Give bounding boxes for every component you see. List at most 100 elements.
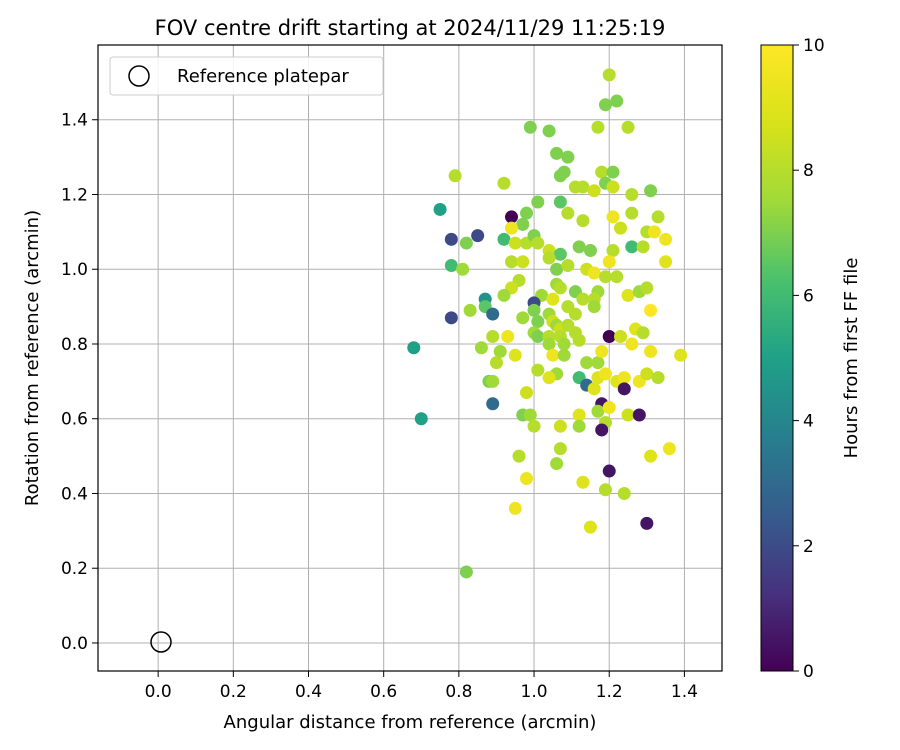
colorbar-tick-label: 10: [803, 36, 825, 56]
data-point: [504, 210, 518, 224]
y-tick-label: 1.0: [61, 260, 88, 280]
x-axis-label: Angular distance from reference (arcmin): [224, 712, 597, 733]
data-point: [602, 68, 616, 82]
data-point: [459, 565, 473, 579]
data-point: [542, 251, 556, 265]
data-point: [614, 221, 628, 235]
data-point: [595, 165, 609, 179]
data-point: [625, 337, 639, 351]
y-tick-label: 0.4: [61, 484, 88, 504]
data-point: [651, 371, 665, 385]
colorbar: 0 2 4 6 8 10 Hours from first FF file: [760, 36, 862, 682]
data-point: [587, 300, 601, 314]
data-point: [625, 206, 639, 220]
y-axis-ticks: 0.0 0.2 0.4 0.6 0.8 1.0 1.2 1.4: [61, 111, 98, 654]
data-point: [553, 195, 567, 209]
data-point: [595, 423, 609, 437]
data-point: [591, 120, 605, 134]
data-point: [644, 184, 658, 198]
data-point: [444, 311, 458, 325]
data-point: [674, 348, 688, 362]
data-point: [553, 281, 567, 295]
data-point: [625, 240, 639, 254]
data-point: [508, 348, 522, 362]
x-tick-label: 0.6: [370, 682, 397, 702]
data-point: [583, 520, 597, 534]
data-point: [459, 236, 473, 250]
data-point: [576, 180, 590, 194]
data-point: [542, 371, 556, 385]
data-point: [486, 307, 500, 321]
data-point: [632, 408, 646, 422]
data-point: [474, 341, 488, 355]
chart-title: FOV centre drift starting at 2024/11/29 …: [155, 16, 666, 40]
colorbar-tick-label: 8: [803, 161, 814, 181]
data-point: [636, 326, 650, 340]
data-point: [662, 442, 676, 456]
data-point: [516, 217, 530, 231]
data-point: [531, 315, 545, 329]
x-tick-label: 0.8: [445, 682, 472, 702]
data-point: [553, 247, 567, 261]
data-point: [433, 202, 447, 216]
data-point: [644, 344, 658, 358]
data-point: [614, 330, 628, 344]
data-point: [550, 262, 564, 276]
data-point: [527, 419, 541, 433]
data-point: [602, 255, 616, 269]
x-tick-label: 1.4: [671, 682, 698, 702]
data-point: [553, 442, 567, 456]
data-point: [606, 210, 620, 224]
data-point: [644, 303, 658, 317]
data-points: [407, 68, 688, 579]
data-point: [553, 169, 567, 183]
data-point: [553, 419, 567, 433]
grid-lines: [98, 45, 722, 671]
data-point: [561, 150, 575, 164]
data-point: [580, 356, 594, 370]
data-point: [659, 255, 673, 269]
data-point: [598, 270, 612, 284]
data-point: [456, 262, 470, 276]
data-point: [583, 244, 597, 258]
x-tick-label: 1.0: [521, 682, 548, 702]
data-point: [587, 266, 601, 280]
data-point: [516, 255, 530, 269]
data-point: [591, 356, 605, 370]
data-point: [644, 449, 658, 463]
reference-platepar-marker: [150, 631, 172, 653]
x-tick-label: 0.2: [220, 682, 247, 702]
x-tick-label: 0.4: [295, 682, 322, 702]
data-point: [625, 187, 639, 201]
plot-frame: [97, 44, 723, 672]
data-point: [557, 348, 571, 362]
data-point: [621, 408, 635, 422]
data-point: [572, 419, 586, 433]
data-point: [504, 221, 518, 235]
data-point: [407, 341, 421, 355]
data-point: [546, 292, 560, 306]
colorbar-tick-label: 6: [803, 286, 814, 306]
x-tick-label: 0.0: [145, 682, 172, 702]
data-point: [572, 408, 586, 422]
data-point: [617, 382, 631, 396]
data-point: [572, 333, 586, 347]
data-point: [550, 457, 564, 471]
data-point: [640, 367, 654, 381]
data-point: [621, 288, 635, 302]
y-tick-label: 0.6: [61, 410, 88, 430]
data-point: [610, 270, 624, 284]
data-point: [561, 206, 575, 220]
data-point: [651, 210, 665, 224]
data-point: [602, 464, 616, 478]
data-point: [520, 472, 534, 486]
data-point: [557, 337, 571, 351]
data-point: [542, 124, 556, 138]
data-point: [497, 288, 511, 302]
data-point: [576, 475, 590, 489]
data-point: [531, 195, 545, 209]
legend-open-circle-icon: [128, 65, 150, 87]
colorbar-tick-label: 4: [803, 412, 814, 432]
data-point: [591, 404, 605, 418]
